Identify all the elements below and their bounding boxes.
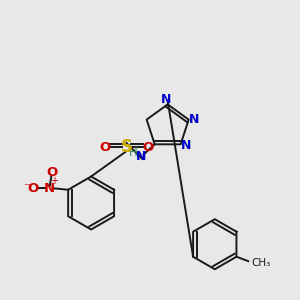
Text: N: N [181,139,191,152]
Text: CH₃: CH₃ [251,258,270,268]
Text: O: O [142,141,153,154]
Text: N: N [161,93,171,106]
Text: O: O [100,141,111,154]
Text: N: N [189,112,199,125]
Text: O: O [46,166,58,178]
Text: +: + [50,176,58,186]
Text: H: H [129,146,138,159]
Text: N: N [136,150,147,163]
Text: ⁻: ⁻ [23,181,30,194]
Text: S: S [120,138,132,156]
Text: N: N [44,182,55,195]
Text: O: O [27,182,38,195]
